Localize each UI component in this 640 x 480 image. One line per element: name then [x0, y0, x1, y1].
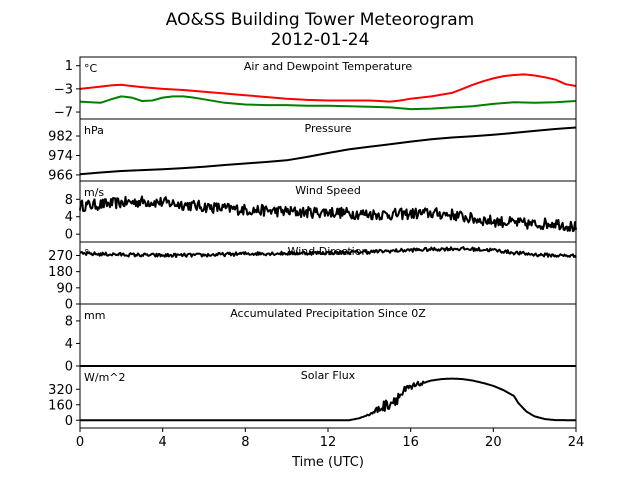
- wind-speed-ytick-label: 4: [65, 210, 73, 225]
- xtick-label: 20: [485, 435, 502, 450]
- air-and-dewpoint-temperature-series-2: [79, 95, 577, 111]
- solar-flux-unit-label: W/m^2: [84, 371, 126, 384]
- wind-direction-panel-title: Wind Direction: [288, 245, 369, 258]
- air-and-dewpoint-temperature-series-1: [79, 73, 577, 103]
- pressure-ytick-label: 974: [48, 149, 73, 164]
- accumulated-precipitation-since-0z-unit-label: mm: [84, 309, 105, 322]
- wind-speed-ytick-label: 0: [65, 228, 73, 243]
- wind-speed-panel-title: Wind Speed: [295, 184, 361, 197]
- solar-flux-panel-title: Solar Flux: [301, 369, 356, 382]
- chart-title: AO&SS Building Tower Meteorogram: [166, 10, 474, 30]
- xtick-label: 8: [241, 435, 249, 450]
- accumulated-precipitation-since-0z-ytick-label: 8: [65, 314, 73, 329]
- air-and-dewpoint-temperature-ytick-label: −3: [54, 82, 73, 97]
- accumulated-precipitation-since-0z-ytick-label: 0: [65, 360, 73, 375]
- pressure-ytick-label: 982: [48, 130, 73, 145]
- xtick-label: 4: [159, 435, 167, 450]
- pressure-unit-label: hPa: [84, 124, 104, 137]
- accumulated-precipitation-since-0z-panel-title: Accumulated Precipitation Since 0Z: [230, 307, 426, 320]
- xtick-label: 12: [320, 435, 337, 450]
- xtick-label: 24: [568, 435, 585, 450]
- wind-direction-ytick-label: 270: [48, 249, 73, 264]
- wind-direction-ytick-label: 0: [65, 298, 73, 313]
- wind-speed-series-1: [79, 195, 577, 233]
- wind-speed-ytick-label: 8: [65, 193, 73, 208]
- air-and-dewpoint-temperature-ytick-label: 1: [65, 59, 73, 74]
- xtick-label: 16: [402, 435, 419, 450]
- accumulated-precipitation-since-0z-ytick-label: 4: [65, 337, 73, 352]
- panels-group: 1 −3 −7 Air and Dewpoint Temperature °C 982 97…: [48, 56, 585, 450]
- wind-direction-ytick-label: 180: [48, 265, 73, 280]
- solar-flux-ytick-label: 320: [48, 383, 73, 398]
- air-and-dewpoint-temperature-ytick-label: −7: [54, 106, 73, 121]
- chart-subtitle: 2012-01-24: [271, 30, 370, 50]
- solar-flux-ytick-label: 0: [65, 414, 73, 429]
- air-and-dewpoint-temperature-panel-title: Air and Dewpoint Temperature: [244, 60, 412, 73]
- wind-direction-ytick-label: 90: [56, 281, 73, 296]
- wind-direction-series-1: [79, 246, 577, 259]
- pressure-ytick-label: 966: [48, 168, 73, 183]
- pressure-series-1: [79, 126, 577, 176]
- solar-flux-ytick-label: 160: [48, 398, 73, 413]
- wind-direction-unit-label: °: [84, 247, 90, 260]
- x-axis-label: Time (UTC): [291, 455, 364, 470]
- wind-speed-unit-label: m/s: [84, 186, 104, 199]
- air-and-dewpoint-temperature-unit-label: °C: [84, 62, 98, 75]
- pressure-panel-title: Pressure: [305, 122, 352, 135]
- xtick-label: 0: [76, 435, 84, 450]
- solar-flux-series-1: [80, 377, 577, 422]
